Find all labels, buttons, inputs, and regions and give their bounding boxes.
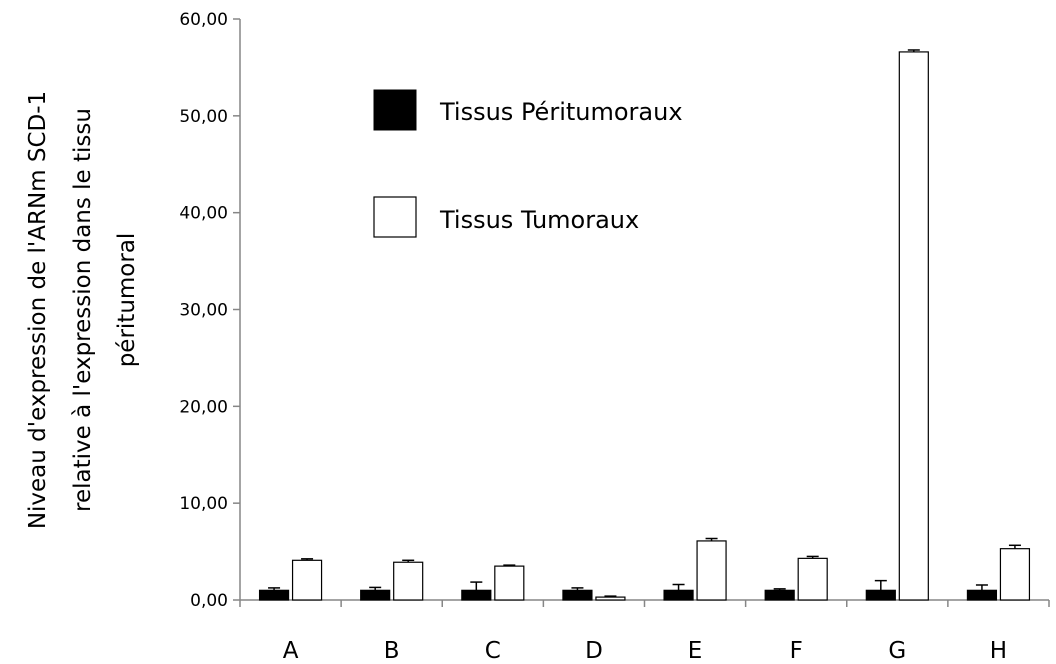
bar-peritumoraux-a bbox=[258, 589, 290, 601]
category-label-a: A bbox=[283, 638, 299, 664]
bar-peritumoraux-e bbox=[663, 589, 694, 601]
category-label-b: B bbox=[384, 638, 400, 664]
y-tick-label: 30,00 bbox=[179, 301, 228, 321]
bar-tumoraux-h bbox=[999, 548, 1031, 601]
bar-peritumoraux-f bbox=[764, 589, 795, 601]
y-tick-label: 0,00 bbox=[190, 591, 228, 611]
bar-peritumoraux-d bbox=[562, 589, 593, 601]
bar-tumoraux-a bbox=[291, 559, 323, 601]
legend-swatch-peritumoraux bbox=[373, 89, 417, 131]
bars bbox=[258, 49, 1031, 601]
category-label-c: C bbox=[485, 638, 501, 664]
y-tick-label: 50,00 bbox=[179, 107, 228, 127]
y-axis-label-line-2: relative à l'expression dans le tissu bbox=[70, 108, 96, 512]
bar-tumoraux-b bbox=[393, 561, 424, 601]
y-tick-label: 10,00 bbox=[179, 494, 228, 514]
legend-swatch-tumoraux bbox=[373, 196, 417, 238]
bar-tumoraux-e bbox=[696, 540, 727, 601]
category-label-d: D bbox=[585, 638, 603, 664]
y-axis-label-line-1: Niveau d'expression de l'ARNm SCD-1 bbox=[25, 91, 51, 529]
y-tick-label: 60,00 bbox=[179, 10, 228, 30]
y-axis-label-line-3: péritumoral bbox=[114, 233, 140, 368]
bar-tumoraux-c bbox=[494, 565, 525, 601]
axes: 0,00 10,00 20,00 30,00 40,00 50,00 60,00 A B C D E F… bbox=[179, 10, 1050, 664]
category-label-e: E bbox=[688, 638, 703, 664]
bar-peritumoraux-b bbox=[360, 589, 391, 601]
bar-peritumoraux-h bbox=[966, 589, 998, 601]
bar-peritumoraux-g bbox=[865, 589, 896, 601]
category-label-f: F bbox=[790, 638, 803, 664]
legend-label-tumoraux: Tissus Tumoraux bbox=[439, 206, 639, 234]
legend-label-peritumoraux: Tissus Péritumoraux bbox=[439, 98, 683, 126]
y-tick-label: 40,00 bbox=[179, 204, 228, 224]
bar-tumoraux-d bbox=[595, 596, 626, 601]
category-label-g: G bbox=[888, 638, 906, 664]
bar-peritumoraux-c bbox=[461, 589, 492, 601]
y-tick-label: 20,00 bbox=[179, 397, 228, 417]
bar-tumoraux-f bbox=[797, 557, 828, 601]
category-label-h: H bbox=[990, 638, 1007, 664]
legend: Tissus Péritumoraux Tissus Tumoraux bbox=[373, 89, 683, 238]
bar-tumoraux-g bbox=[898, 51, 929, 601]
